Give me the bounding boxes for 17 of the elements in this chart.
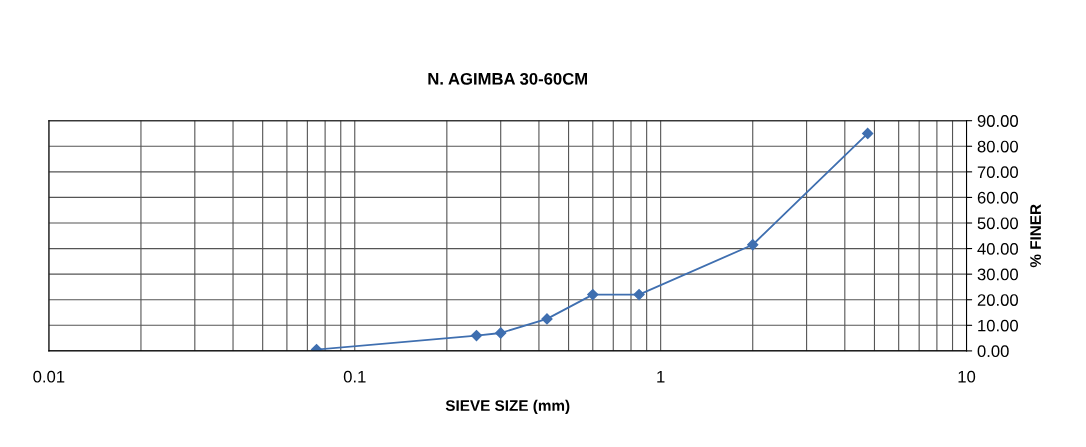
y-tick-label: 0.00 (977, 345, 1009, 358)
x-tick-label: 1 (657, 370, 665, 383)
x-axis-title: SIEVE SIZE (mm) (445, 399, 570, 415)
y-tick-label: 80.00 (977, 140, 1019, 153)
y-tick-label: 40.00 (977, 242, 1019, 255)
x-tick-label: 10 (958, 370, 976, 383)
x-tick-label: 0.01 (33, 370, 65, 383)
y-tick-label: 70.00 (977, 166, 1019, 179)
y-tick-label: 60.00 (977, 191, 1019, 204)
y-axis-title: % FINER (1030, 204, 1041, 268)
y-tick-label: 90.00 (977, 115, 1019, 127)
y-tick-label: 10.00 (978, 319, 1019, 332)
y-tick-label: 50.00 (977, 217, 1019, 230)
x-tick-label: 0.1 (343, 370, 366, 383)
y-tick-label: 30.00 (977, 268, 1019, 281)
chart-title: N. AGIMBA 30-60CM (428, 72, 587, 85)
y-tick-label: 20.00 (977, 294, 1019, 306)
